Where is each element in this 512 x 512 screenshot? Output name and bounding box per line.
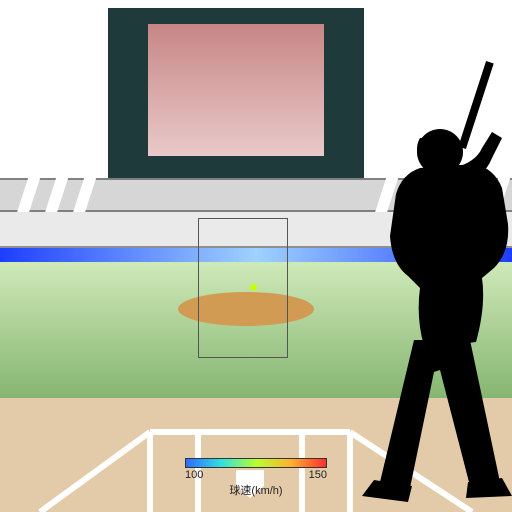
speed-legend-tick-max: 150 bbox=[309, 469, 327, 481]
speed-legend-bar bbox=[185, 458, 327, 468]
speed-legend: 100 150 球速(km/h) bbox=[185, 458, 327, 498]
batter-silhouette bbox=[302, 60, 512, 502]
pitch-location-scene: 100 150 球速(km/h) bbox=[0, 0, 512, 512]
speed-legend-ticks: 100 150 bbox=[185, 469, 327, 481]
speed-legend-tick-min: 100 bbox=[185, 469, 203, 481]
strike-zone bbox=[198, 218, 288, 358]
speed-legend-title: 球速(km/h) bbox=[185, 482, 327, 498]
pitch-dot bbox=[250, 284, 257, 291]
